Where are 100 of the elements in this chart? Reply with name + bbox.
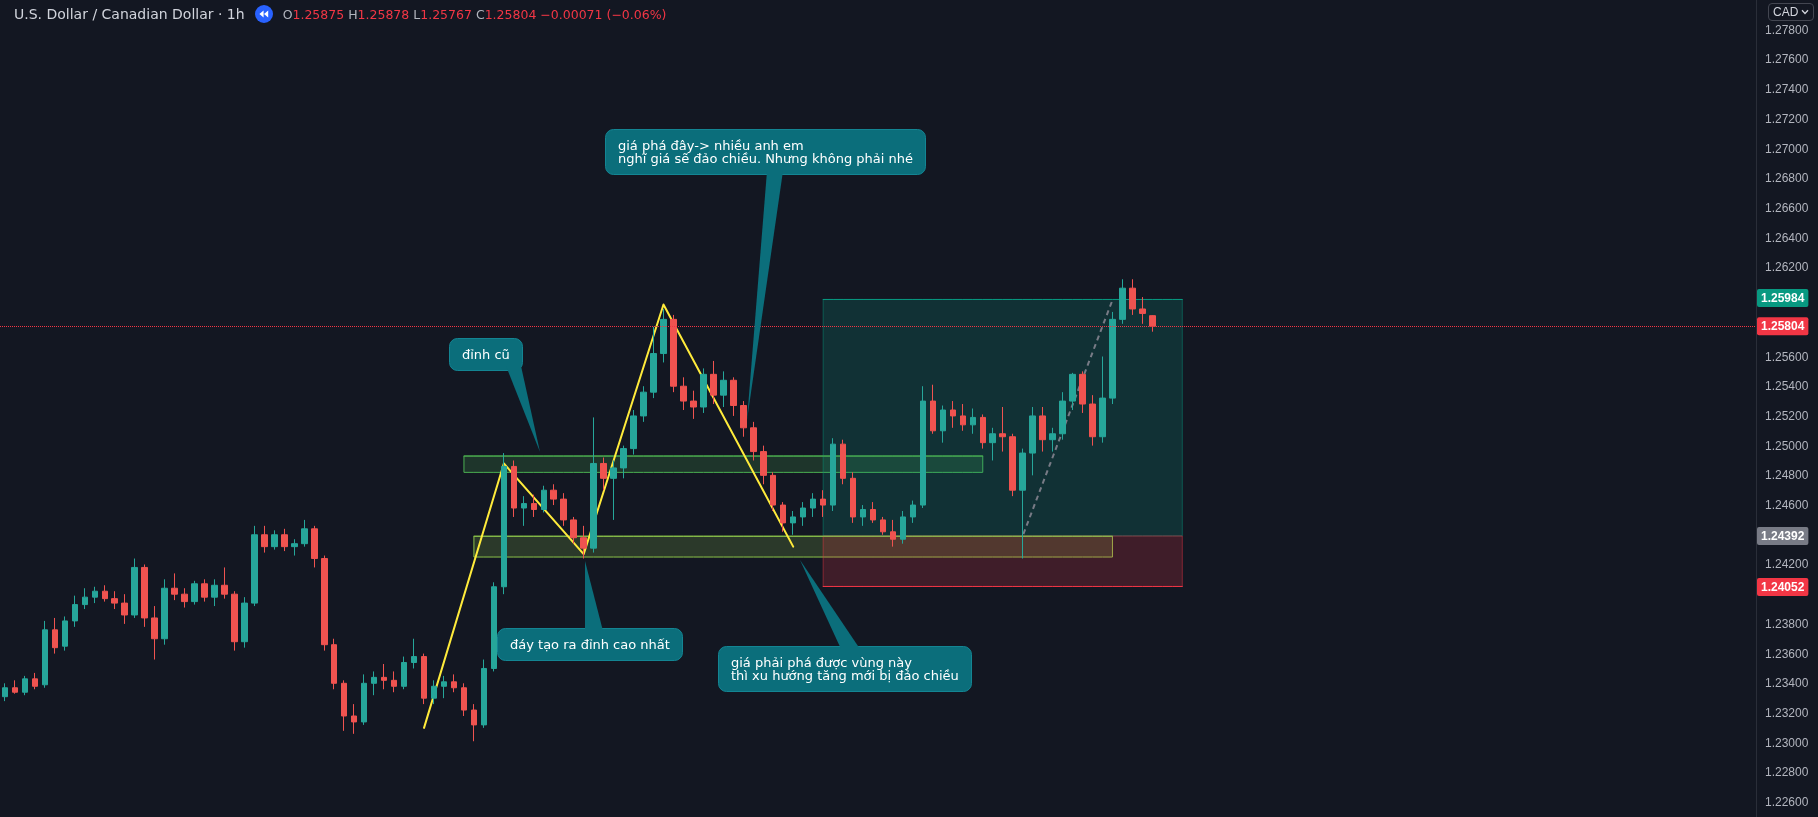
- candlestick: [640, 385, 647, 423]
- y-tick-label: 1.23200: [1765, 706, 1809, 721]
- candlestick: [790, 510, 796, 536]
- candlestick: [760, 445, 767, 485]
- candlestick: [620, 445, 627, 479]
- candlestick: [72, 595, 78, 628]
- candlestick: [880, 516, 886, 536]
- candlestick: [2, 682, 8, 702]
- candlestick: [780, 501, 786, 533]
- candlestick: [311, 525, 318, 568]
- candlestick: [521, 495, 527, 527]
- annotation: đáy tạo ra đỉnh cao nhất: [497, 628, 683, 661]
- candlestick: [471, 703, 477, 742]
- candlestick: [531, 494, 537, 518]
- candlestick: [820, 489, 826, 518]
- candlestick: [141, 563, 148, 628]
- candlestick: [910, 500, 916, 524]
- candlestick: [481, 659, 487, 729]
- candlestick: [341, 679, 347, 732]
- y-tick-label: 1.24600: [1765, 498, 1809, 513]
- candlestick: [461, 682, 467, 717]
- candlestick: [12, 679, 18, 695]
- candlestick: [151, 605, 158, 661]
- candlestick: [1129, 278, 1136, 316]
- y-axis-title: CAD: [1773, 5, 1799, 19]
- candlestick: [900, 510, 906, 545]
- candlestick: [251, 525, 258, 607]
- candlestick: [201, 578, 208, 603]
- candlestick: [431, 679, 437, 705]
- text: O1.25875 H1.25878 L1.25767 C1.25804 −0.00071 (−0.06%): [282, 6, 667, 22]
- candlestick: [710, 360, 717, 405]
- chart-title: U.S. Dollar / Canadian Dollar · 1h: [14, 6, 245, 22]
- candlestick: [610, 459, 617, 521]
- candlestick: [940, 405, 946, 444]
- candlestick: [1099, 356, 1106, 444]
- y-tick-label: 1.27200: [1765, 111, 1809, 126]
- candlestick: [1019, 448, 1026, 560]
- candlestick: [161, 578, 168, 646]
- candlestick: [231, 590, 238, 652]
- candlestick: [950, 400, 956, 429]
- candlestick: [92, 586, 98, 604]
- candlestick: [1109, 311, 1116, 405]
- candlestick: [381, 663, 387, 690]
- candlestick: [111, 590, 118, 610]
- candlestick: [301, 519, 308, 548]
- candlestick: [321, 555, 328, 652]
- y-tick-label: 1.23000: [1765, 735, 1809, 750]
- candlestick: [291, 538, 298, 557]
- candlestick: [650, 326, 657, 399]
- candlestick: [42, 620, 48, 689]
- y-tick-label: 1.27600: [1765, 52, 1809, 67]
- candlestick: [550, 483, 557, 506]
- candlestick: [191, 580, 198, 606]
- candlestick: [421, 653, 427, 705]
- annotation: giá phải phá được vùng này thì xu hướng tăng mới bị đảo chiều: [718, 646, 972, 692]
- candlestick: [261, 525, 268, 554]
- candlestick: [890, 519, 896, 548]
- candlestick: [501, 452, 507, 595]
- candlestick: [680, 376, 687, 411]
- candlestick: [860, 504, 866, 527]
- candlestick: [1119, 278, 1126, 325]
- candlestick: [451, 673, 457, 693]
- candlestick: [730, 376, 737, 417]
- candlestick: [491, 581, 497, 672]
- candlestick: [590, 416, 597, 554]
- y-tick-label: 1.24800: [1765, 468, 1809, 483]
- candlestick: [690, 390, 697, 420]
- candlestick: [62, 615, 68, 652]
- candlestick: [560, 492, 567, 527]
- candlestick: [181, 587, 188, 609]
- text: 1.25984: [1761, 291, 1805, 305]
- candlestick: [840, 439, 846, 485]
- candlestick: [1079, 370, 1086, 414]
- candlestick: [511, 459, 517, 518]
- candlestick: [920, 385, 926, 509]
- candlestick: [1029, 406, 1036, 476]
- annotation: giá phá đây-> nhiều anh em nghĩ giá sẽ đảo chiều. Nhưng không phải nhé: [605, 129, 926, 175]
- candlestick: [32, 672, 38, 690]
- candlestick: [770, 471, 776, 512]
- candlestick: [670, 314, 677, 393]
- y-tick-label: 1.22600: [1765, 795, 1809, 810]
- candlestick: [1009, 433, 1016, 497]
- y-tick-label: 1.25600: [1765, 349, 1809, 364]
- candlestick: [980, 413, 986, 450]
- candlestick: [351, 703, 357, 735]
- candlestick: [281, 528, 288, 552]
- candlestick: [660, 308, 667, 363]
- candlestick: [102, 584, 108, 603]
- candlestick: [22, 675, 28, 696]
- candlestick: [1069, 372, 1076, 411]
- y-tick-label: 1.23800: [1765, 616, 1809, 631]
- y-tick-label: 1.27000: [1765, 141, 1809, 156]
- candlestick: [720, 370, 727, 408]
- candlestick: [1089, 394, 1096, 447]
- y-tick-label: 1.24200: [1765, 557, 1809, 572]
- candlestick: [570, 516, 577, 545]
- candlestick: [930, 384, 936, 435]
- candlestick: [800, 501, 806, 527]
- candlestick: [411, 638, 417, 669]
- candlestick: [401, 656, 407, 690]
